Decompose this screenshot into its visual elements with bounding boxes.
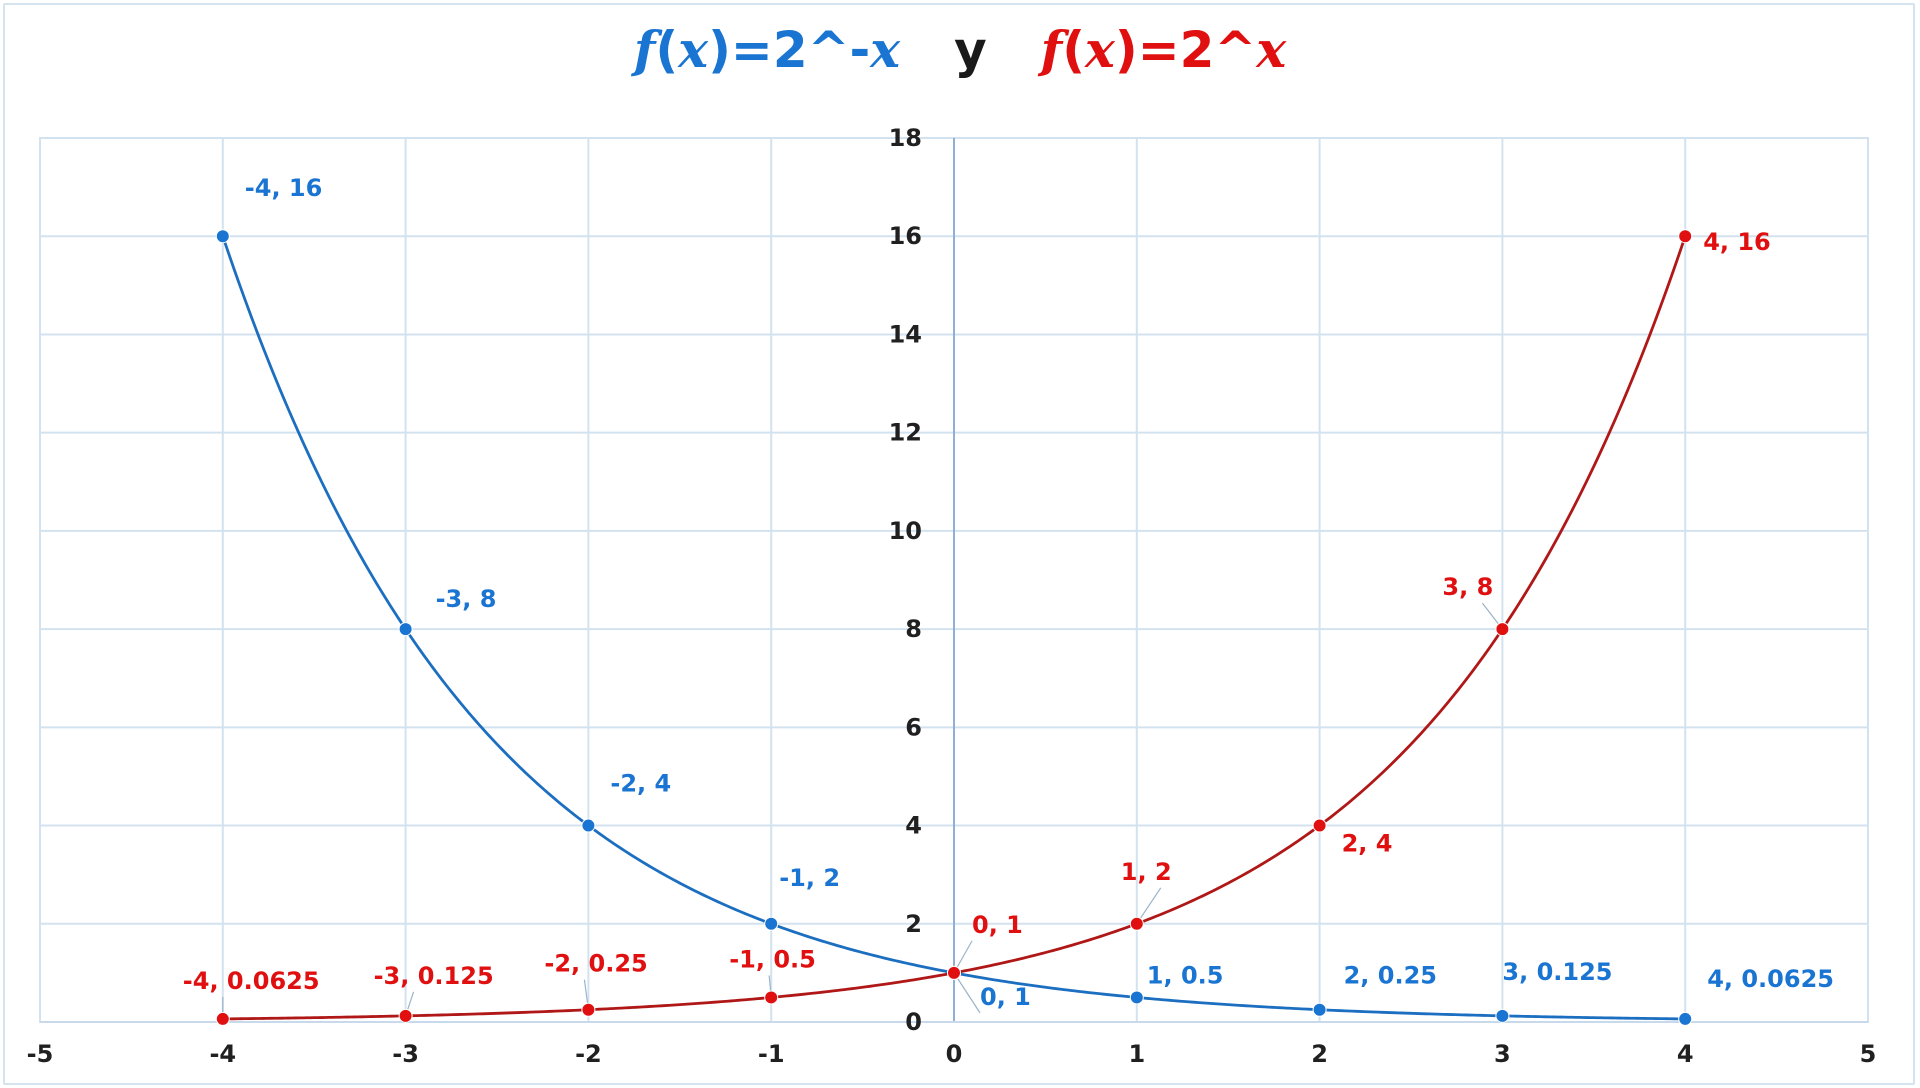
data-point-blue [581,818,596,833]
data-point-blue [1495,1008,1510,1023]
data-label-red: -1, 0.5 [729,945,816,973]
data-label-red: 4, 16 [1703,228,1771,256]
data-point-red [215,1011,230,1026]
x-tick-label: 4 [1677,1040,1694,1068]
x-tick-label: -1 [758,1040,785,1068]
data-label-blue: 2, 0.25 [1344,962,1437,990]
data-label-blue: 1, 0.5 [1147,961,1224,989]
data-point-red [1312,818,1327,833]
data-point-blue [1312,1002,1327,1017]
data-label-blue: -2, 4 [610,770,671,798]
data-point-blue [1678,1011,1693,1026]
data-label-red: 2, 4 [1342,830,1393,858]
title-red-function: f(x)=2^x [1040,20,1287,79]
series-points [215,229,1693,1026]
y-tick-label: 18 [889,124,922,152]
data-label-blue: -4, 16 [245,174,323,202]
axes [40,138,1868,1023]
title-blue-function: f(x)=2^-x [633,20,901,79]
data-label-red: 1, 2 [1121,858,1172,886]
data-label-blue: 0, 1 [980,983,1031,1011]
data-label-red: 0, 1 [972,911,1023,939]
x-tick-label: -5 [27,1040,54,1068]
data-point-red [581,1002,596,1017]
data-point-blue [1129,990,1144,1005]
data-point-blue [215,229,230,244]
data-point-red [398,1008,413,1023]
data-point-blue [398,622,413,637]
y-tick-label: 8 [905,615,922,643]
data-label-blue: -3, 8 [436,585,497,613]
data-label-blue: 3, 0.125 [1502,958,1612,986]
y-tick-label: 2 [905,910,922,938]
y-tick-label: 0 [905,1008,922,1036]
data-label-red: 3, 8 [1442,573,1493,601]
label-leader-line [1136,887,1162,925]
y-tick-label: 10 [889,517,922,545]
data-label-blue: 4, 0.0625 [1707,965,1834,993]
chart-title: f(x)=2^-x y f(x)=2^x [0,18,1920,82]
data-point-blue [764,916,779,931]
data-label-red: -4, 0.0625 [183,967,320,995]
x-tick-label: -3 [392,1040,419,1068]
x-tick-label: 0 [946,1040,963,1068]
data-label-red: -2, 0.25 [544,950,647,978]
x-tick-label: 2 [1311,1040,1328,1068]
data-point-red [1678,229,1693,244]
title-connector: y [954,21,987,79]
y-tick-label: 6 [905,713,922,741]
x-tick-label: 1 [1128,1040,1145,1068]
x-tick-label: -4 [209,1040,236,1068]
x-tick-label: -2 [575,1040,602,1068]
y-tick-label: 16 [889,222,922,250]
data-label-red: -3, 0.125 [374,962,494,990]
x-tick-label: 3 [1494,1040,1511,1068]
label-leader-line [953,972,981,1014]
data-point-red [764,990,779,1005]
data-labels: -4, 16 -3, 8 -2, 4 -1, 2 0, 1 1, 0.5 2, 0.25 3,… [183,174,1834,1011]
data-point-red [947,965,961,980]
data-point-red [1495,622,1510,637]
data-label-blue: -1, 2 [779,864,840,892]
y-tick-label: 4 [905,812,922,840]
data-point-red [1129,916,1144,931]
y-tick-label: 12 [889,419,922,447]
x-tick-label: 5 [1860,1040,1877,1068]
y-tick-label: 14 [889,320,922,348]
